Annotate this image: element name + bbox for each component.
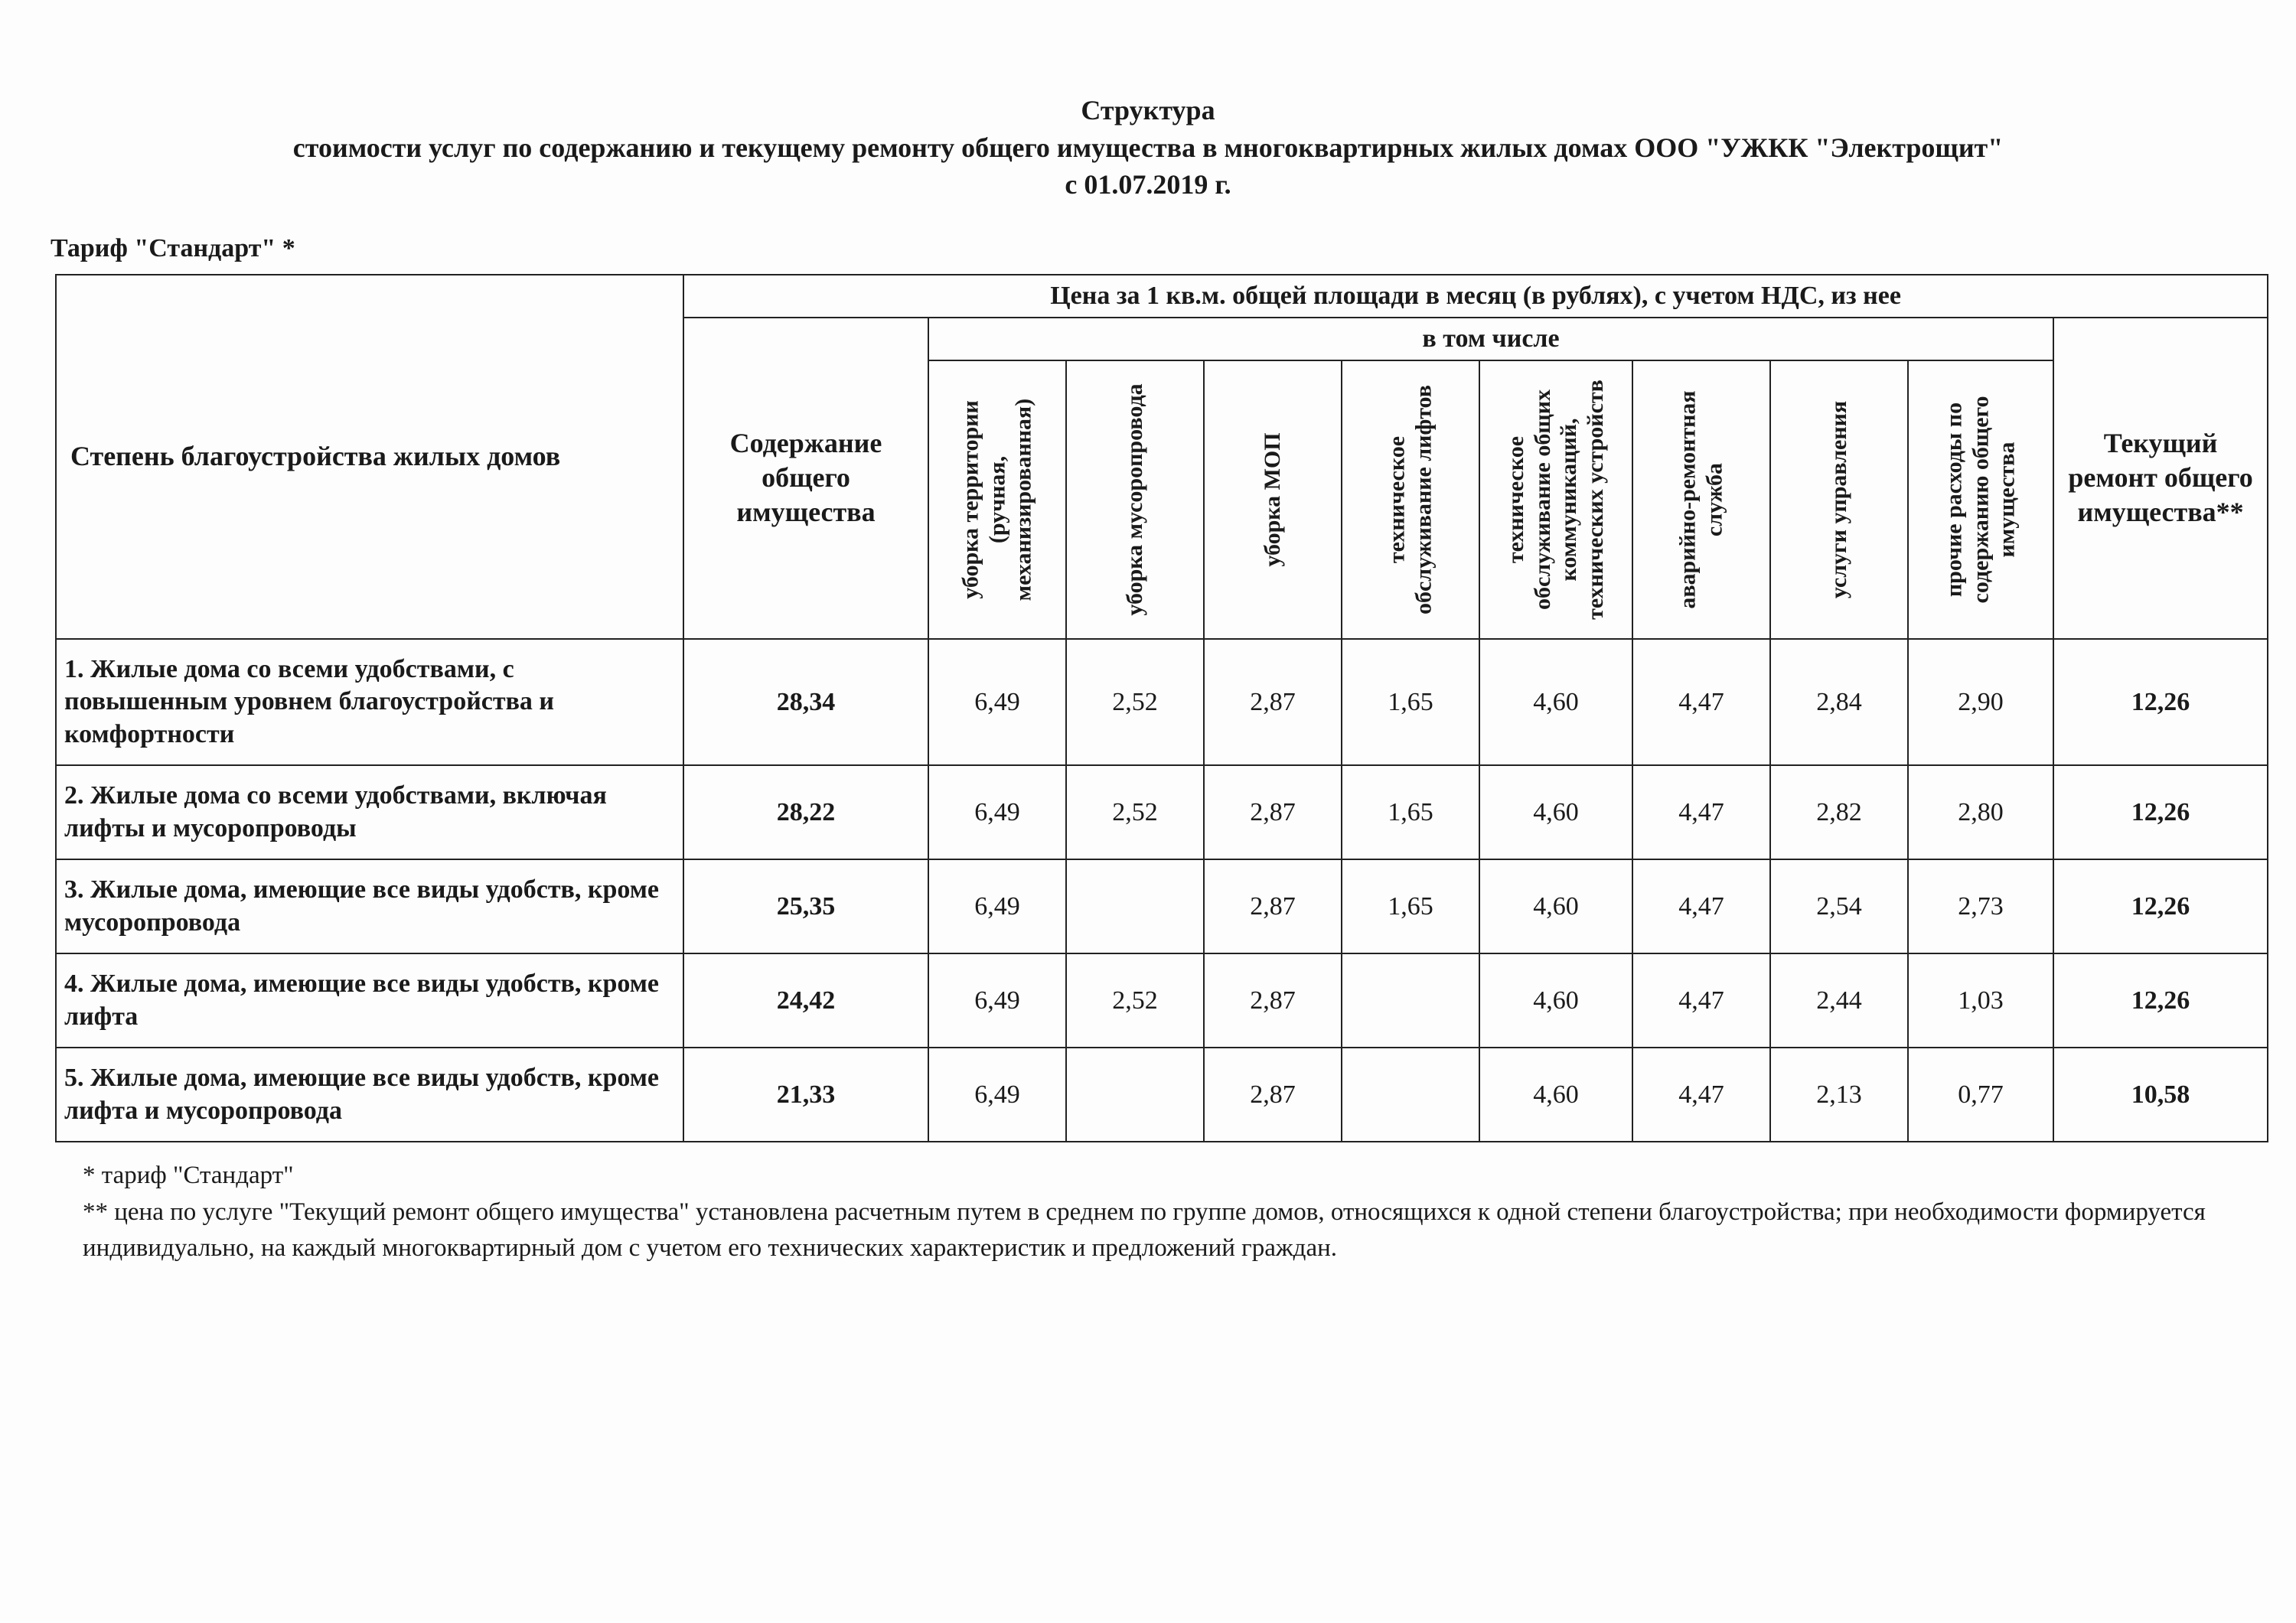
col-price-header: Цена за 1 кв.м. общей площади в месяц (в… <box>683 275 2268 318</box>
cell: 4,47 <box>1632 1048 1770 1142</box>
footnote-2: ** цена по услуге "Текущий ремонт общего… <box>83 1194 2226 1265</box>
cell: 4,60 <box>1479 765 1632 859</box>
cell: 4,60 <box>1479 1048 1632 1142</box>
cell: 2,84 <box>1770 639 1908 766</box>
cell <box>1066 859 1204 953</box>
col-c2: уборка мусоропровода <box>1066 360 1204 639</box>
table-row: 3. Жилые дома, имеющие все виды удобств,… <box>56 859 2268 953</box>
col-c1: уборка территории (ручная, механизирован… <box>928 360 1066 639</box>
row-name: 1. Жилые дома со всеми удобствами, с пов… <box>56 639 683 766</box>
pricing-table: Степень благоустройства жилых домов Цена… <box>55 274 2268 1143</box>
cell: 2,90 <box>1908 639 2053 766</box>
cell: 1,65 <box>1342 765 1479 859</box>
col-vtom: в том числе <box>928 318 2053 360</box>
title-block: Структура стоимости услуг по содержанию … <box>92 92 2204 204</box>
table-row: 5. Жилые дома, имеющие все виды удобств,… <box>56 1048 2268 1142</box>
cell: 4,60 <box>1479 953 1632 1048</box>
col-degree: Степень благоустройства жилых домов <box>56 275 683 639</box>
cell: 2,54 <box>1770 859 1908 953</box>
cell: 2,73 <box>1908 859 2053 953</box>
cell: 6,49 <box>928 639 1066 766</box>
cell-total: 28,34 <box>683 639 928 766</box>
title-line-3: с 01.07.2019 г. <box>92 166 2204 204</box>
row-name: 4. Жилые дома, имеющие все виды удобств,… <box>56 953 683 1048</box>
cell: 2,87 <box>1204 1048 1342 1142</box>
tariff-label: Тариф "Стандарт" * <box>51 234 2250 263</box>
cell-total: 24,42 <box>683 953 928 1048</box>
document-page: Структура стоимости услуг по содержанию … <box>0 0 2296 1623</box>
cell: 6,49 <box>928 859 1066 953</box>
row-name: 3. Жилые дома, имеющие все виды удобств,… <box>56 859 683 953</box>
table-body: 1. Жилые дома со всеми удобствами, с пов… <box>56 639 2268 1142</box>
cell: 4,60 <box>1479 639 1632 766</box>
cell: 1,03 <box>1908 953 2053 1048</box>
col-repair: Текущий ремонт общего имущества** <box>2053 318 2268 639</box>
cell-repair: 12,26 <box>2053 639 2268 766</box>
cell-repair: 12,26 <box>2053 859 2268 953</box>
footnote-1: * тариф "Стандарт" <box>83 1158 2226 1193</box>
cell: 2,87 <box>1204 859 1342 953</box>
table-row: 1. Жилые дома со всеми удобствами, с пов… <box>56 639 2268 766</box>
col-c3: уборка МОП <box>1204 360 1342 639</box>
cell: 1,65 <box>1342 859 1479 953</box>
cell <box>1066 1048 1204 1142</box>
cell: 2,82 <box>1770 765 1908 859</box>
cell: 4,47 <box>1632 859 1770 953</box>
table-row: 2. Жилые дома со всеми удобствами, включ… <box>56 765 2268 859</box>
cell: 2,52 <box>1066 765 1204 859</box>
cell-repair: 12,26 <box>2053 765 2268 859</box>
cell: 4,47 <box>1632 953 1770 1048</box>
cell: 2,87 <box>1204 639 1342 766</box>
cell-repair: 12,26 <box>2053 953 2268 1048</box>
col-maintenance: Содержание общего имущества <box>683 318 928 639</box>
col-c6: аварийно-ремонтная служба <box>1632 360 1770 639</box>
cell-repair: 10,58 <box>2053 1048 2268 1142</box>
cell-total: 25,35 <box>683 859 928 953</box>
title-line-2: стоимости услуг по содержанию и текущему… <box>92 129 2204 167</box>
footnotes: * тариф "Стандарт" ** цена по услуге "Те… <box>83 1158 2226 1266</box>
cell: 0,77 <box>1908 1048 2053 1142</box>
col-c7: услуги управления <box>1770 360 1908 639</box>
row-name: 2. Жилые дома со всеми удобствами, включ… <box>56 765 683 859</box>
cell: 2,52 <box>1066 953 1204 1048</box>
cell: 2,44 <box>1770 953 1908 1048</box>
cell: 4,47 <box>1632 639 1770 766</box>
cell-total: 21,33 <box>683 1048 928 1142</box>
cell: 4,47 <box>1632 765 1770 859</box>
cell: 1,65 <box>1342 639 1479 766</box>
cell <box>1342 953 1479 1048</box>
cell: 6,49 <box>928 1048 1066 1142</box>
cell-total: 28,22 <box>683 765 928 859</box>
cell: 6,49 <box>928 953 1066 1048</box>
cell <box>1342 1048 1479 1142</box>
title-line-1: Структура <box>92 92 2204 129</box>
cell: 2,13 <box>1770 1048 1908 1142</box>
cell: 4,60 <box>1479 859 1632 953</box>
cell: 2,80 <box>1908 765 2053 859</box>
table-row: 4. Жилые дома, имеющие все виды удобств,… <box>56 953 2268 1048</box>
cell: 2,87 <box>1204 765 1342 859</box>
cell: 2,87 <box>1204 953 1342 1048</box>
row-name: 5. Жилые дома, имеющие все виды удобств,… <box>56 1048 683 1142</box>
cell: 6,49 <box>928 765 1066 859</box>
col-c8: прочие расходы по содержанию общего имущ… <box>1908 360 2053 639</box>
col-c4: техническое обслуживание лифтов <box>1342 360 1479 639</box>
cell: 2,52 <box>1066 639 1204 766</box>
col-c5: техническое обслуживание общих коммуника… <box>1479 360 1632 639</box>
